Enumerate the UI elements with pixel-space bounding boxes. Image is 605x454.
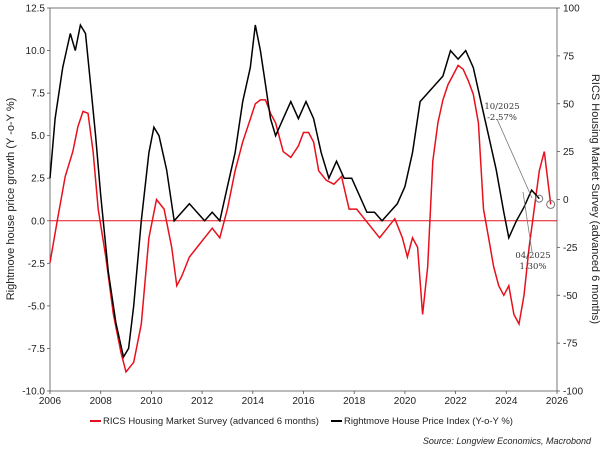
left-tick-label-9: -10.0 bbox=[22, 387, 45, 398]
left-tick-label-2: 7.5 bbox=[31, 89, 45, 100]
left-tick-label-8: -7.5 bbox=[28, 344, 46, 355]
left-tick-label-5: 0.0 bbox=[31, 216, 45, 227]
x-tick-label-1: 2008 bbox=[90, 396, 113, 407]
right-tick-label-8: -100 bbox=[563, 387, 583, 398]
left-tick-label-4: 2.5 bbox=[31, 174, 45, 185]
left-axis-title: Rightmove house price growth (Y -o-Y %) bbox=[5, 98, 17, 301]
x-tick-label-7: 2020 bbox=[394, 396, 417, 407]
annotation-rics-value: -2.57% bbox=[487, 113, 517, 123]
legend: RICS Housing Market Survey (advanced 6 m… bbox=[90, 416, 513, 427]
x-axis-ticks: 2006 2008 2010 2012 2014 2016 2018 2020 2022 2024… bbox=[39, 391, 569, 407]
right-tick-label-5: -25 bbox=[563, 243, 578, 254]
left-axis-ticks: 12.5 10.0 7.5 5.0 2.5 0.0 -2.5 -5.0 -7.5 -10.0 bbox=[22, 4, 50, 398]
right-axis-title: RICS Housing Market Survey (advanced 6 m… bbox=[589, 74, 601, 324]
legend-label-rightmove: Rightmove House Price Index (Y-o-Y %) bbox=[344, 416, 513, 427]
series-line-rics bbox=[49, 64, 552, 374]
annotation-leader-rics bbox=[496, 118, 533, 199]
series-line-rightmove bbox=[49, 22, 540, 360]
right-tick-label-6: -50 bbox=[563, 291, 578, 302]
source-note: Source: Longview Economics, Macrobond bbox=[423, 436, 592, 446]
x-tick-label-4: 2014 bbox=[242, 396, 265, 407]
x-tick-label-5: 2016 bbox=[292, 396, 315, 407]
x-tick-label-9: 2024 bbox=[495, 396, 518, 407]
x-tick-label-8: 2022 bbox=[444, 396, 467, 407]
left-tick-label-3: 5.0 bbox=[31, 131, 45, 142]
rics-end-marker bbox=[546, 199, 556, 209]
right-tick-label-2: 50 bbox=[563, 99, 575, 110]
left-tick-label-0: 12.5 bbox=[26, 4, 46, 15]
plot-frame bbox=[49, 7, 558, 392]
annotation-rightmove-date: 04/2025 bbox=[515, 251, 550, 261]
annotation-leader-rightmove bbox=[522, 191, 533, 253]
x-tick-label-0: 2006 bbox=[39, 396, 62, 407]
left-tick-label-1: 10.0 bbox=[26, 46, 46, 57]
left-tick-label-6: -2.5 bbox=[28, 259, 46, 270]
right-axis-ticks: 100 75 50 25 0 -25 -50 -75 -100 bbox=[557, 4, 583, 398]
x-tick-label-6: 2018 bbox=[343, 396, 366, 407]
right-tick-label-0: 100 bbox=[563, 4, 580, 15]
right-tick-label-1: 75 bbox=[563, 51, 575, 62]
x-tick-label-3: 2012 bbox=[191, 396, 214, 407]
right-tick-label-7: -75 bbox=[563, 339, 578, 350]
annotation-rics-date: 10/2025 bbox=[484, 102, 519, 112]
right-tick-label-3: 25 bbox=[563, 147, 575, 158]
rightmove-end-marker bbox=[535, 194, 544, 203]
legend-label-rics: RICS Housing Market Survey (advanced 6 m… bbox=[103, 416, 319, 427]
left-tick-label-7: -5.0 bbox=[28, 301, 46, 312]
annotation-rightmove-value: 1.30% bbox=[519, 262, 546, 272]
right-tick-label-4: 0 bbox=[563, 195, 569, 206]
x-tick-label-10: 2026 bbox=[546, 396, 569, 407]
x-tick-label-2: 2010 bbox=[140, 396, 163, 407]
